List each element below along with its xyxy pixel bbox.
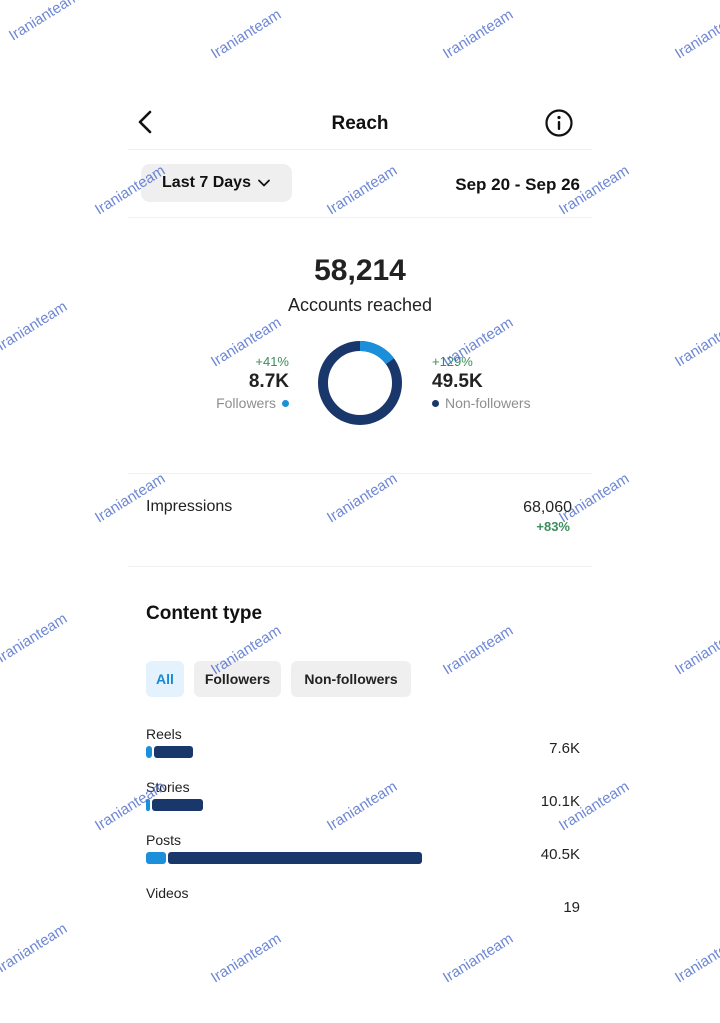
watermark: Iranianteam — [324, 470, 401, 527]
date-range-dropdown[interactable]: Last 7 Days — [141, 164, 292, 202]
info-circle-icon — [545, 109, 573, 137]
accounts-reached-label: Accounts reached — [287, 295, 433, 315]
divider — [128, 566, 592, 567]
content-type-label: Reels — [146, 726, 182, 742]
non-followers-legend: Non-followers — [432, 394, 531, 412]
content-type-label: Stories — [146, 779, 190, 795]
top-bar: Reach — [128, 96, 592, 150]
date-range-text: Sep 20 - Sep 26 — [455, 175, 580, 194]
bar-non-followers-segment — [152, 799, 203, 811]
content-type-title: Content type — [146, 603, 263, 624]
content-type-bar — [146, 852, 426, 864]
bar-non-followers-segment — [153, 746, 193, 758]
content-type-row-stories: Stories 10.1K — [146, 779, 582, 825]
bar-followers-segment — [146, 746, 152, 758]
followers-label: Followers — [216, 395, 276, 411]
followers-legend-dot — [282, 399, 289, 407]
divider — [128, 473, 592, 474]
content-type-row-reels: Reels 7.6K — [146, 726, 582, 772]
content-type-bar — [146, 905, 426, 917]
accounts-reached-total: 58,214 — [314, 254, 406, 287]
page-title: Reach — [331, 113, 389, 134]
bar-non-followers-segment — [167, 852, 423, 864]
bar-followers-segment — [146, 799, 151, 811]
impressions-label: Impressions — [146, 498, 233, 515]
info-button[interactable] — [544, 108, 574, 138]
non-followers-label: Non-followers — [445, 395, 531, 411]
content-type-bar — [146, 799, 426, 811]
chip-followers[interactable]: Followers — [194, 661, 281, 697]
donut-followers-arc — [318, 341, 402, 425]
non-followers-stat: +129% 49.5K Non-followers — [432, 354, 531, 412]
watermark: Iranianteam — [440, 6, 517, 63]
chevron-down-icon — [258, 179, 270, 187]
watermark: Iranianteam — [672, 314, 720, 371]
watermark: Iranianteam — [0, 920, 71, 977]
date-range-dropdown-label: Last 7 Days — [162, 174, 251, 191]
content-type-value: 40.5K — [540, 846, 580, 863]
content-type-label: Videos — [146, 885, 189, 901]
content-type-bar — [146, 746, 426, 758]
watermark: Iranianteam — [208, 6, 285, 63]
watermark: Iranianteam — [672, 6, 720, 63]
followers-legend: Followers — [216, 394, 289, 412]
bar-followers-segment — [146, 852, 166, 864]
content-type-row-posts: Posts 40.5K — [146, 832, 582, 878]
content-type-value: 7.6K — [549, 740, 580, 757]
content-type-row-videos: Videos 19 — [146, 885, 582, 931]
watermark: Iranianteam — [440, 930, 517, 987]
impressions-value: 68,060 — [523, 499, 572, 516]
chevron-left-icon — [138, 110, 152, 134]
chip-all[interactable]: All — [146, 661, 184, 697]
non-followers-value: 49.5K — [432, 371, 483, 392]
followers-stat: +41% 8.7K Followers — [216, 354, 289, 412]
reach-donut-chart — [318, 341, 402, 425]
non-followers-change: +129% — [432, 354, 473, 369]
watermark: Iranianteam — [440, 622, 517, 679]
watermark: Iranianteam — [672, 622, 720, 679]
watermark: Iranianteam — [672, 930, 720, 987]
followers-change: +41% — [255, 354, 289, 369]
content-type-value: 19 — [563, 899, 580, 916]
followers-value: 8.7K — [248, 371, 289, 392]
watermark: Iranianteam — [0, 610, 71, 667]
chip-non-followers[interactable]: Non-followers — [291, 661, 411, 697]
filter-row: Last 7 Days Sep 20 - Sep 26 — [128, 150, 592, 218]
watermark: Iranianteam — [208, 930, 285, 987]
content-type-label: Posts — [146, 832, 182, 848]
content-type-value: 10.1K — [540, 793, 580, 810]
impressions-change: +83% — [536, 519, 570, 534]
non-followers-legend-dot — [432, 399, 439, 407]
back-button[interactable] — [134, 108, 158, 136]
watermark: Iranianteam — [6, 0, 83, 45]
